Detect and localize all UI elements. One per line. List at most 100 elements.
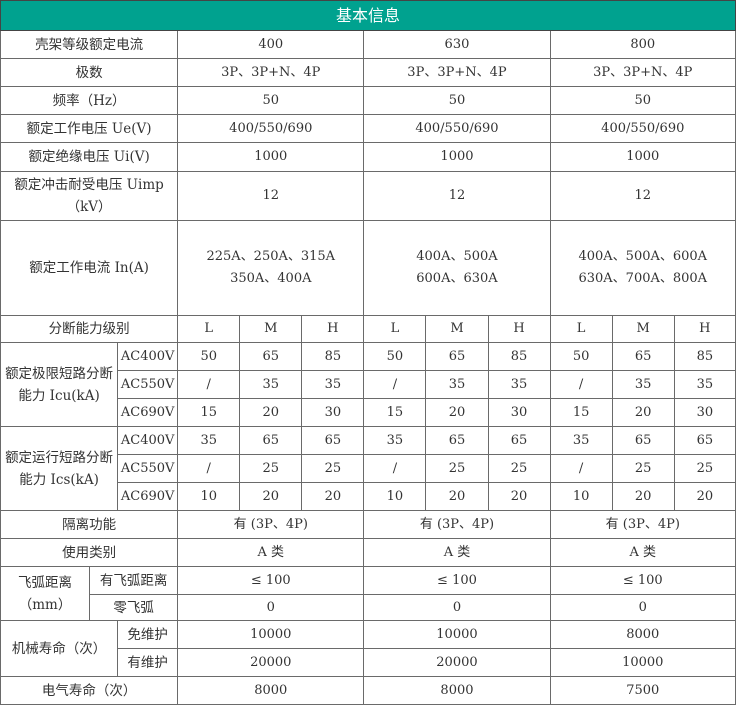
value-cell: 65 [425, 342, 489, 371]
voltage-cell: AC690V [117, 398, 179, 427]
value-cell: 0 [363, 594, 551, 621]
value-cell: 400A、500A、600A 630A、700A、800A [549, 220, 737, 316]
cell-line: 630A、700A、800A [578, 271, 708, 286]
cell-line: 400A、500A [416, 249, 498, 264]
table-row: 飞弧距离（mm） 有飞弧距离 ≤ 100 ≤ 100 ≤ 100 [0, 566, 737, 621]
value-cell: 20000 [177, 648, 365, 677]
value-cell: 50 [363, 86, 551, 115]
row-label: 使用类别 [0, 538, 179, 567]
ics-label: 额定运行短路分断能力 Ics(kA) [0, 426, 119, 511]
value-cell: 400/550/690 [363, 114, 551, 143]
value-cell: / [177, 454, 241, 483]
value-cell: 1000 [177, 142, 365, 172]
voltage-cell: AC550V [117, 370, 179, 399]
value-cell: 8000 [177, 676, 365, 705]
value-cell: 630 [363, 30, 551, 59]
value-cell: 30 [301, 398, 365, 427]
row-label: 极数 [0, 58, 179, 87]
value-cell: 65 [301, 426, 365, 455]
value-cell: 3P、3P+N、4P [363, 58, 551, 87]
row-label: 隔离功能 [0, 510, 179, 539]
value-cell: 25 [239, 454, 303, 483]
value-cell: 25 [487, 454, 551, 483]
value-cell: / [363, 454, 427, 483]
row-label: 电气寿命（次） [0, 676, 179, 705]
value-cell: 85 [487, 342, 551, 371]
value-cell: 10000 [549, 648, 737, 677]
table-row: 机械寿命（次） 免维护 10000 10000 8000 [0, 620, 737, 677]
row-label: 额定工作电流 In(A) [0, 220, 179, 316]
value-cell: 800 [549, 30, 737, 59]
value-cell: 65 [487, 426, 551, 455]
voltage-cell: AC400V [117, 342, 179, 371]
table-row: 额定工作电流 In(A) 225A、250A、315A 350A、400A 400A、… [0, 220, 737, 316]
table-row: AC550V/35 35/35 35/35 35 [1, 370, 737, 399]
table-row: 额定运行短路分断能力 Ics(kA) AC400V 35 65 65 35 65 65 35 65… [0, 426, 737, 511]
value-cell: 20 [301, 482, 365, 511]
value-cell: 85 [301, 342, 365, 371]
value-cell: / [177, 370, 241, 399]
value-cell: A 类 [177, 538, 365, 567]
voltage-cell: AC550V [117, 454, 179, 483]
value-cell: 20 [611, 482, 675, 511]
value-cell: 20 [239, 482, 303, 511]
table-title: 基本信息 [0, 0, 736, 31]
voltage-cell: AC690V [117, 482, 179, 511]
value-cell: 25 [301, 454, 365, 483]
value-cell: 35 [549, 426, 613, 455]
value-cell: 有 (3P、4P) [177, 510, 365, 539]
value-cell: 20 [487, 482, 551, 511]
row-label: 额定冲击耐受电压 Uimp（kV） [0, 171, 179, 221]
value-cell: 20 [425, 482, 489, 511]
value-cell: 30 [673, 398, 737, 427]
sub-label: 有飞弧距离 [89, 566, 179, 595]
sub-label: 有维护 [117, 648, 179, 677]
sub-label: 免维护 [117, 620, 179, 649]
value-cell: ≤ 100 [549, 566, 737, 595]
value-cell: / [363, 370, 427, 399]
value-cell: 有 (3P、4P) [363, 510, 551, 539]
value-cell: 35 [301, 370, 365, 399]
value-cell: 1000 [549, 142, 737, 172]
value-cell: 35 [487, 370, 551, 399]
row-label: 分断能力级别 [0, 315, 179, 343]
value-cell: 1000 [363, 142, 551, 172]
value-cell: 400A、500A 600A、630A [363, 220, 551, 316]
value-cell: 400/550/690 [177, 114, 365, 143]
level-cell: M [611, 315, 675, 343]
value-cell: 85 [673, 342, 737, 371]
row-label: 壳架等级额定电流 [0, 30, 179, 59]
value-cell: 0 [177, 594, 365, 621]
value-cell: 10000 [177, 620, 365, 649]
value-cell: 50 [177, 342, 241, 371]
level-cell: M [239, 315, 303, 343]
level-cell: H [487, 315, 551, 343]
value-cell: 50 [363, 342, 427, 371]
value-cell: A 类 [363, 538, 551, 567]
value-cell: 10000 [363, 620, 551, 649]
sub-label: 零飞弧 [89, 594, 179, 621]
value-cell: 12 [177, 171, 365, 221]
value-cell: 50 [177, 86, 365, 115]
value-cell: 15 [363, 398, 427, 427]
cell-line: 350A、400A [230, 271, 312, 286]
table-row: 额定绝缘电压 Ui(V) 1000 1000 1000 [0, 142, 737, 172]
value-cell: 65 [611, 426, 675, 455]
value-cell: 35 [239, 370, 303, 399]
level-cell: M [425, 315, 489, 343]
value-cell: ≤ 100 [177, 566, 365, 595]
value-cell: 12 [363, 171, 551, 221]
value-cell: 3P、3P+N、4P [177, 58, 365, 87]
value-cell: 400/550/690 [549, 114, 737, 143]
value-cell: 65 [611, 342, 675, 371]
value-cell: 35 [673, 370, 737, 399]
level-cell: L [177, 315, 241, 343]
value-cell: A 类 [549, 538, 737, 567]
mech-label: 机械寿命（次） [0, 620, 119, 677]
value-cell: 10 [363, 482, 427, 511]
value-cell: 10 [549, 482, 613, 511]
table-row: 壳架等级额定电流 400 630 800 [0, 30, 737, 59]
value-cell: 0 [549, 594, 737, 621]
value-cell: 225A、250A、315A 350A、400A [177, 220, 365, 316]
